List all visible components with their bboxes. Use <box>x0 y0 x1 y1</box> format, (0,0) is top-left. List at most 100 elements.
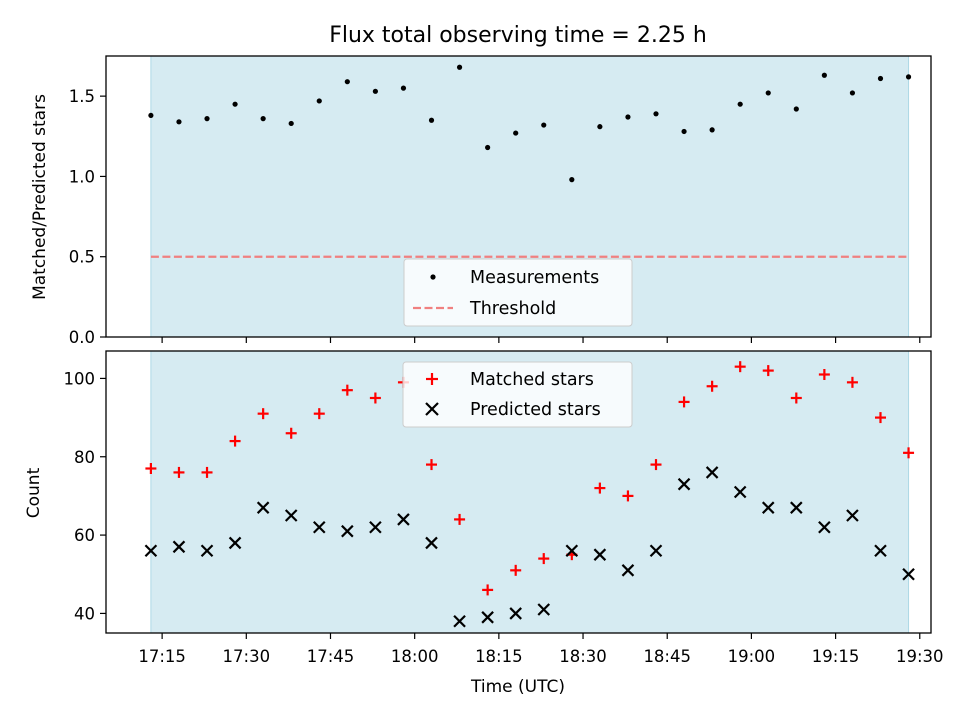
matched-star-point <box>818 369 830 380</box>
x-tick-label: 18:15 <box>475 647 523 666</box>
measurement-point <box>905 74 912 80</box>
x-tick-label: 18:45 <box>643 647 691 666</box>
predicted-star-point <box>341 524 354 538</box>
matched-star-point <box>341 384 353 396</box>
legend-predicted-marker <box>425 402 439 416</box>
measurement-point <box>597 124 603 130</box>
ratio-y-tick-label: 1.0 <box>69 167 95 186</box>
predicted-star-point <box>284 509 298 522</box>
x-tick-label: 17:15 <box>138 647 186 666</box>
matched-star-point <box>538 553 550 565</box>
predicted-star-point <box>761 501 775 514</box>
x-tick-label: 17:45 <box>307 647 355 666</box>
ratio-y-tick-label: 0.5 <box>69 248 95 267</box>
matched-star-point <box>257 408 269 420</box>
matched-star-point <box>426 459 438 471</box>
ratio-x-ticks <box>161 337 921 343</box>
matched-star-point <box>903 447 915 459</box>
measurement-point <box>288 120 294 127</box>
predicted-star-point <box>172 540 186 554</box>
predicted-star-point <box>902 567 915 581</box>
matched-star-point <box>510 564 522 576</box>
x-tick-label: 19:00 <box>728 647 776 666</box>
measurement-point <box>681 128 687 135</box>
predicted-star-point <box>649 544 663 558</box>
measurement-point <box>148 112 154 119</box>
predicted-star-point <box>621 564 635 577</box>
measurement-point <box>793 106 799 112</box>
measurement-point <box>316 98 322 104</box>
measurement-point <box>260 116 266 122</box>
matched-star-point <box>313 408 325 420</box>
count-legend: Matched stars Predicted stars <box>402 361 633 428</box>
predicted-star-point <box>790 501 803 514</box>
matched-star-point <box>678 396 690 408</box>
measurement-point <box>765 90 771 96</box>
x-axis-label: Time (UTC) <box>470 677 565 697</box>
matched-star-point <box>454 513 466 525</box>
measurement-point <box>232 101 238 107</box>
ratio-y-tick-label: 1.5 <box>69 87 95 106</box>
matched-star-point <box>874 412 886 424</box>
matched-star-point <box>706 380 718 392</box>
predicted-star-point <box>818 520 831 534</box>
predicted-star-point <box>705 466 719 479</box>
predicted-star-point <box>846 509 859 522</box>
predicted-star-point <box>397 513 410 526</box>
count-y-axis: 40 60 80 100 <box>64 369 106 623</box>
predicted-star-point <box>228 536 242 550</box>
matched-star-point <box>229 435 241 447</box>
measurement-point <box>569 177 575 183</box>
ratio-panel-frame <box>105 55 932 338</box>
measurement-point <box>428 117 435 123</box>
legend-matched-label: Matched stars <box>470 370 594 390</box>
measurement-point <box>877 75 884 82</box>
x-tick-label: 18:00 <box>391 647 439 666</box>
x-tick-label: 17:30 <box>223 647 271 666</box>
matched-star-point <box>846 376 858 388</box>
predicted-star-point <box>874 544 887 558</box>
measurement-point <box>344 79 350 85</box>
measurement-points <box>148 64 912 183</box>
measurement-point <box>625 114 631 120</box>
measurement-point <box>653 111 659 117</box>
ratio-legend-box <box>403 258 633 327</box>
legend-matched-marker <box>426 373 438 385</box>
measurement-point <box>456 64 463 70</box>
matched-star-point <box>369 392 381 404</box>
predicted-star-point <box>312 520 326 534</box>
predicted-star-point <box>565 544 579 558</box>
matched-star-point <box>173 466 185 478</box>
predicted-star-point <box>509 607 522 620</box>
measurement-point <box>176 119 182 125</box>
predicted-star-point <box>537 603 551 616</box>
predicted-star-point <box>369 520 382 534</box>
matched-star-point <box>790 392 802 404</box>
count-panel: 40 60 80 100 17:15 17:30 17:45 18:00 18:15 18:30… <box>24 350 944 697</box>
legend-predicted-label: Predicted stars <box>470 400 601 420</box>
measurement-point <box>541 122 547 128</box>
count-x-axis: 17:15 17:30 17:45 18:00 18:15 18:30 18:45 19:00… <box>138 633 944 666</box>
measurement-point <box>485 144 491 151</box>
matched-star-point <box>482 584 494 596</box>
measurement-point <box>849 90 856 96</box>
count-y-tick-label: 100 <box>64 369 96 388</box>
measurement-point <box>372 88 378 94</box>
measurement-point <box>513 130 519 136</box>
measurement-point <box>821 72 827 78</box>
measurement-point <box>204 116 210 122</box>
x-tick-label: 18:30 <box>559 647 607 666</box>
matched-star-point <box>650 459 662 471</box>
matched-star-point <box>145 463 157 474</box>
legend-measurement-marker <box>430 274 436 280</box>
count-y-tick-label: 80 <box>74 448 95 467</box>
count-panel-frame <box>105 350 932 634</box>
ratio-y-tick-label: 0.0 <box>69 328 95 347</box>
ratio-panel: 0.0 0.5 1.0 1.5 Matched/Predicted stars Mea… <box>30 55 932 347</box>
matched-star-point <box>622 490 634 502</box>
predicted-star-point <box>256 501 270 514</box>
predicted-star-point <box>677 477 691 491</box>
legend-threshold-label: Threshold <box>469 299 556 319</box>
